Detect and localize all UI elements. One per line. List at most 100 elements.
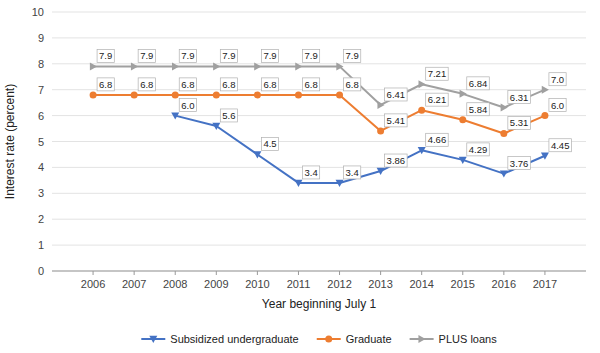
data-label-group: 6.8 [97, 78, 114, 91]
point [377, 101, 384, 109]
point [377, 127, 384, 134]
x-tick-label: 2008 [163, 278, 187, 290]
data-label-box [302, 78, 319, 91]
point [90, 62, 97, 70]
data-label-group: 6.31 [508, 91, 531, 104]
point [131, 62, 138, 70]
data-label-group: 7.9 [302, 49, 319, 62]
data-label-box [467, 103, 490, 116]
x-tick-label: 2010 [245, 278, 269, 290]
data-label-box [467, 77, 490, 90]
point [254, 62, 261, 70]
data-label-group: 6.8 [261, 78, 278, 91]
data-label-group: 5.84 [467, 103, 490, 116]
data-label-group: 7.0 [549, 73, 566, 86]
data-label: 4.66 [428, 134, 447, 145]
data-label-group: 7.21 [426, 67, 449, 80]
point [131, 91, 138, 98]
point [336, 62, 343, 70]
data-label: 6.31 [510, 92, 529, 103]
data-label-group: 7.9 [261, 49, 278, 62]
point [213, 62, 220, 70]
data-label: 6.41 [387, 89, 406, 100]
data-label-box [508, 116, 531, 129]
x-tick-label: 2009 [204, 278, 228, 290]
point [172, 91, 179, 98]
background [0, 0, 600, 353]
data-label: 5.84 [469, 104, 488, 115]
data-label: 7.9 [181, 50, 194, 61]
data-label-group: 3.4 [344, 166, 361, 179]
data-label-box [261, 78, 278, 91]
data-label: 6.0 [551, 100, 564, 111]
point [172, 62, 179, 70]
data-label-box [179, 78, 196, 91]
y-axis-label: Interest rate (percent) [3, 84, 17, 199]
point [459, 157, 467, 164]
data-label: 3.4 [346, 167, 359, 178]
data-label: 6.8 [222, 79, 235, 90]
y-tick-label: 0 [38, 265, 44, 277]
grid-line [52, 37, 586, 38]
data-label-group: 4.5 [261, 137, 278, 150]
data-label: 6.8 [263, 79, 276, 90]
data-label-box [385, 154, 408, 167]
y-tick-label: 8 [38, 58, 44, 70]
data-label-group: 3.76 [508, 157, 531, 170]
data-label: 6.21 [428, 94, 447, 105]
data-label-box [179, 99, 196, 112]
point [213, 91, 220, 98]
grid-line [52, 12, 586, 13]
point [418, 80, 425, 88]
data-label-group: 6.8 [344, 78, 361, 91]
data-label-box [385, 114, 408, 127]
legend-item: Subsidized undergraduate [141, 333, 298, 345]
series-line [93, 66, 545, 107]
point [253, 151, 261, 158]
data-label: 5.41 [387, 115, 406, 126]
data-label-box [508, 157, 531, 170]
data-label-box [261, 49, 278, 62]
y-tick-label: 9 [38, 32, 44, 44]
x-tick [544, 271, 545, 275]
data-label-box [138, 49, 155, 62]
x-tick [380, 271, 381, 275]
data-label-box [302, 49, 319, 62]
y-tick-label: 1 [38, 239, 44, 251]
plot-area [90, 62, 549, 187]
data-label: 4.29 [469, 144, 488, 155]
data-label-box [220, 78, 237, 91]
x-tick-label: 2006 [81, 278, 105, 290]
data-label-group: 4.66 [426, 133, 449, 146]
point [90, 91, 97, 98]
y-tick-label: 2 [38, 213, 44, 225]
x-tick [93, 271, 94, 275]
data-label-box [426, 133, 449, 146]
data-label: 7.9 [99, 50, 112, 61]
grid-line [52, 141, 586, 142]
grid-line [52, 271, 586, 272]
data-label: 7.9 [140, 50, 153, 61]
data-label-box [220, 49, 237, 62]
y-tick-label: 3 [38, 187, 44, 199]
legend-label: Graduate [346, 333, 392, 345]
legend-marker [149, 336, 157, 343]
point [377, 168, 385, 175]
data-label-group: 6.8 [138, 78, 155, 91]
data-label-box [467, 143, 490, 156]
x-tick [216, 271, 217, 275]
point [500, 130, 507, 137]
point [212, 123, 220, 130]
data-label-group: 5.31 [508, 116, 531, 129]
grid-line [52, 193, 586, 194]
data-label: 6.8 [181, 79, 194, 90]
y-tick-label: 7 [38, 84, 44, 96]
data-label-box [302, 166, 319, 179]
point [541, 112, 548, 119]
data-label-box [385, 88, 408, 101]
data-label-group: 4.29 [467, 143, 490, 156]
point [295, 91, 302, 98]
data-label-group: 6.41 [385, 88, 408, 101]
point [541, 153, 549, 160]
data-label-box [549, 99, 566, 112]
